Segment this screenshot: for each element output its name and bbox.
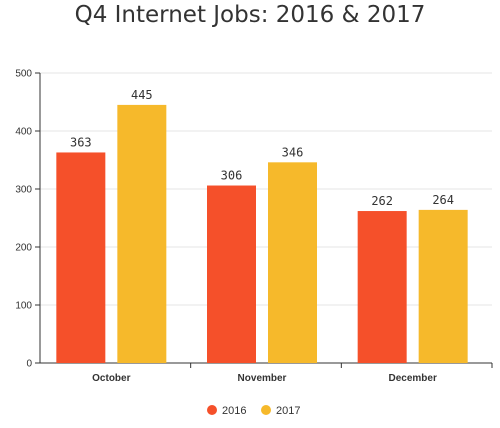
axes: [39, 73, 492, 364]
bar-2017-november[interactable]: [268, 162, 317, 363]
data-label: 306: [221, 169, 243, 183]
legend-label: 2016: [222, 405, 246, 417]
data-label: 264: [432, 193, 454, 207]
data-label: 363: [70, 135, 92, 149]
y-tick-label: 300: [15, 185, 32, 196]
legend-item-2017[interactable]: 2017: [261, 405, 300, 417]
y-tick-label: 100: [15, 301, 32, 312]
bar-2016-november[interactable]: [207, 185, 256, 363]
data-label: 445: [131, 88, 153, 102]
data-label: 262: [371, 194, 393, 208]
bar-2017-october[interactable]: [117, 104, 167, 364]
gridlines: [40, 72, 492, 306]
legend-swatch: [207, 405, 217, 415]
x-tick-label: October: [92, 373, 130, 384]
bar-2016-october[interactable]: [56, 152, 106, 363]
y-tick-label: 500: [15, 69, 32, 80]
bar-2016-december[interactable]: [357, 211, 407, 363]
y-tick-labels: 0 100 200 300 400 500: [15, 69, 40, 370]
y-tick-label: 0: [26, 359, 32, 370]
data-labels: 363 445 306 346 262 264: [70, 88, 454, 208]
x-tick-label: December: [388, 373, 436, 384]
bars: [56, 104, 468, 364]
legend-item-2016[interactable]: 2016: [207, 405, 246, 417]
data-label: 346: [282, 145, 304, 159]
x-tick-labels: October November December: [92, 363, 493, 384]
legend-label: 2017: [276, 405, 300, 417]
x-tick-label: November: [238, 373, 287, 384]
y-tick-label: 200: [15, 243, 32, 254]
y-tick-label: 400: [15, 127, 32, 138]
legend-swatch: [261, 405, 271, 415]
bar-2017-december[interactable]: [418, 209, 468, 363]
legend[interactable]: 2016 2017: [207, 405, 300, 417]
chart-title: Q4 Internet Jobs: 2016 & 2017: [74, 2, 426, 28]
